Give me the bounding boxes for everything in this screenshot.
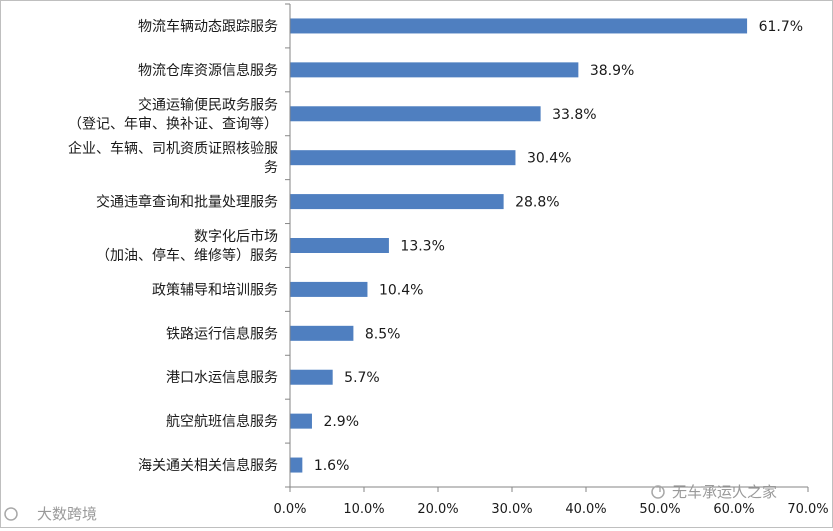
bar bbox=[290, 325, 354, 341]
weibo-logo-icon bbox=[4, 507, 18, 521]
x-tick-label: 20.0% bbox=[417, 502, 458, 517]
category-label: 海关通关相关信息服务 bbox=[138, 457, 278, 474]
bar bbox=[290, 369, 333, 385]
bar bbox=[290, 281, 368, 297]
data-label: 5.7% bbox=[344, 370, 380, 386]
data-label: 33.8% bbox=[552, 107, 596, 123]
category-label: （加油、停车、维修等）服务 bbox=[96, 247, 278, 264]
category-label: 数字化后市场 bbox=[194, 228, 278, 245]
bar bbox=[290, 194, 504, 210]
x-tick-labels: 0.0% 10.0% 20.0% 30.0% 40.0% 50.0% 60.0% 70.0% bbox=[273, 502, 828, 517]
data-label: 38.9% bbox=[590, 63, 634, 79]
x-tick-label: 40.0% bbox=[565, 502, 606, 517]
watermark-right-text: 无车承运人之家 bbox=[672, 483, 777, 501]
x-tick-label: 50.0% bbox=[639, 502, 680, 517]
watermark-right: 无车承运人之家 bbox=[651, 483, 777, 501]
category-label: 物流车辆动态跟踪服务 bbox=[138, 18, 278, 35]
wechat-logo-icon bbox=[651, 485, 665, 499]
data-label: 61.7% bbox=[759, 19, 803, 35]
category-label: 航空航班信息服务 bbox=[166, 413, 278, 430]
x-tick-label: 60.0% bbox=[713, 502, 754, 517]
bar bbox=[290, 18, 748, 34]
category-label: 政策辅导和培训服务 bbox=[152, 281, 278, 298]
data-label: 30.4% bbox=[527, 151, 571, 167]
axes bbox=[285, 3, 809, 492]
data-label: 8.5% bbox=[365, 326, 401, 342]
category-label: 务 bbox=[264, 160, 278, 176]
category-label: 港口水运信息服务 bbox=[166, 369, 278, 386]
category-label: （登记、年审、换补证、查询等） bbox=[68, 115, 278, 132]
value-labels: 61.7% 38.9% 33.8% 30.4% 28.8% 13.3% 10.4% 8.5% 5… bbox=[314, 19, 803, 474]
watermark-left-text: 大数跨境 bbox=[37, 505, 97, 523]
bar bbox=[290, 413, 312, 429]
category-label: 物流仓库资源信息服务 bbox=[138, 62, 278, 79]
bar bbox=[290, 150, 516, 166]
category-label: 企业、车辆、司机资质证照核验服 bbox=[68, 140, 278, 157]
watermark-left: 大数跨境 bbox=[4, 505, 97, 523]
data-label: 2.9% bbox=[323, 414, 359, 430]
category-label: 交通运输便民政务服务 bbox=[138, 96, 278, 113]
x-tick-label: 30.0% bbox=[491, 502, 532, 517]
x-tick-label: 0.0% bbox=[273, 502, 306, 517]
category-label: 铁路运行信息服务 bbox=[166, 325, 278, 342]
bar bbox=[290, 62, 579, 78]
category-label: 交通违章查询和批量处理服务 bbox=[96, 194, 278, 211]
data-label: 10.4% bbox=[379, 282, 423, 298]
x-tick-label: 70.0% bbox=[787, 502, 828, 517]
data-label: 13.3% bbox=[400, 239, 444, 255]
bar bbox=[290, 457, 303, 473]
data-label: 1.6% bbox=[314, 458, 350, 474]
data-label: 28.8% bbox=[515, 195, 559, 211]
x-tick-label: 10.0% bbox=[343, 502, 384, 517]
bar bbox=[290, 106, 541, 122]
bar bbox=[290, 238, 389, 253]
bars bbox=[290, 18, 748, 473]
